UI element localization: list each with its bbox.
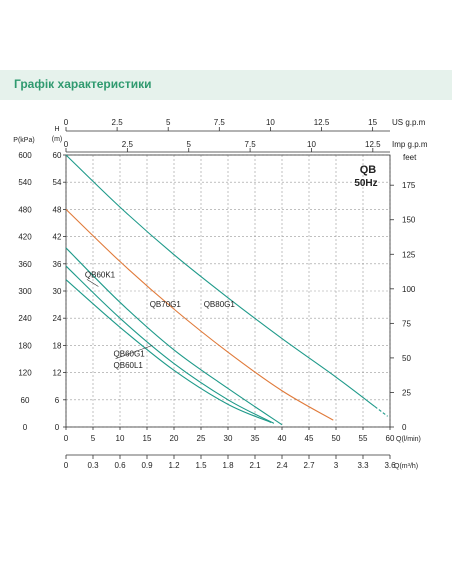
axis-label-pressure: P(kPa) bbox=[13, 137, 34, 144]
tick-label-pressure: 420 bbox=[18, 233, 32, 242]
tick-label-pressure: 300 bbox=[18, 287, 32, 296]
tick-label-lmin: 20 bbox=[170, 434, 179, 443]
axis-label-head-top: H bbox=[54, 126, 59, 133]
tick-label-lmin: 5 bbox=[91, 434, 96, 443]
tick-label-m3h: 0.6 bbox=[114, 461, 126, 470]
tick-label-head: 0 bbox=[55, 423, 60, 432]
tick-label-m3h: 2.4 bbox=[276, 461, 288, 470]
tick-label-pressure: 60 bbox=[21, 396, 30, 405]
tick-label-us: 15 bbox=[368, 118, 377, 127]
chart-grid bbox=[65, 154, 391, 428]
tick-label-head: 48 bbox=[53, 205, 62, 214]
chart-ticks: 0612182430364248546006012018024030036042… bbox=[13, 118, 428, 470]
tick-label-imp: 10 bbox=[307, 140, 316, 149]
tick-label-feet: 0 bbox=[402, 423, 407, 432]
tick-label-us: 12.5 bbox=[314, 118, 330, 127]
axis-label-head-bottom: (m) bbox=[52, 136, 63, 143]
tick-label-imp: 7.5 bbox=[245, 140, 257, 149]
tick-label-feet: 75 bbox=[402, 319, 411, 328]
curve-qb60k1 bbox=[65, 247, 283, 426]
tick-label-lmin: 30 bbox=[224, 434, 233, 443]
tick-label-lmin: 60 bbox=[386, 434, 395, 443]
tick-label-feet: 175 bbox=[402, 181, 416, 190]
tick-label-feet: 25 bbox=[402, 388, 411, 397]
tick-label-pressure: 180 bbox=[18, 341, 32, 350]
curve-label-qb80g1: QB80G1 bbox=[204, 300, 236, 309]
tick-label-lmin: 10 bbox=[116, 434, 125, 443]
curve-qb70g1 bbox=[65, 209, 334, 421]
tick-label-m3h: 1.2 bbox=[168, 461, 180, 470]
axis-label-feet: feet bbox=[403, 153, 417, 162]
tick-label-m3h: 2.7 bbox=[303, 461, 315, 470]
chart-curves bbox=[65, 154, 388, 426]
tick-label-us: 2.5 bbox=[112, 118, 124, 127]
tick-label-us: 5 bbox=[166, 118, 171, 127]
tick-label-pressure: 360 bbox=[18, 260, 32, 269]
axis-label-m3h: Q(m³/h) bbox=[394, 463, 418, 470]
tick-label-head: 6 bbox=[55, 396, 60, 405]
tick-label-pressure: 0 bbox=[23, 423, 28, 432]
tick-label-head: 60 bbox=[53, 151, 62, 160]
tick-label-head: 24 bbox=[53, 314, 62, 323]
curve-label-qb60k1: QB60K1 bbox=[85, 270, 116, 279]
curve-label-qb70g1: QB70G1 bbox=[150, 300, 182, 309]
curve-label-qb60g1: QB60G1 bbox=[114, 350, 146, 359]
tick-label-imp: 2.5 bbox=[122, 140, 134, 149]
tick-label-m3h: 3 bbox=[334, 461, 339, 470]
axis-label-imp: Imp g.p.m bbox=[392, 140, 428, 149]
tick-label-m3h: 0.3 bbox=[87, 461, 99, 470]
leader-line bbox=[86, 279, 99, 287]
tick-label-head: 42 bbox=[53, 233, 62, 242]
header-band bbox=[0, 70, 452, 100]
chart-labels: QB 50Hz QB60K1 QB70G1 QB80G1 QB60G1 QB60L1 bbox=[85, 164, 378, 370]
tick-label-head: 36 bbox=[53, 260, 62, 269]
tick-label-m3h: 0.9 bbox=[141, 461, 153, 470]
tick-label-pressure: 120 bbox=[18, 369, 32, 378]
tick-label-pressure: 240 bbox=[18, 314, 32, 323]
tick-label-lmin: 0 bbox=[64, 434, 69, 443]
tick-label-imp: 0 bbox=[64, 140, 69, 149]
tick-label-feet: 150 bbox=[402, 216, 416, 225]
tick-label-lmin: 25 bbox=[197, 434, 206, 443]
tick-label-pressure: 480 bbox=[18, 205, 32, 214]
curve-qb60g1 bbox=[65, 265, 275, 424]
tick-label-feet: 125 bbox=[402, 250, 416, 259]
tick-label-m3h: 1.8 bbox=[222, 461, 234, 470]
tick-label-lmin: 35 bbox=[251, 434, 260, 443]
tick-label-us: 0 bbox=[64, 118, 69, 127]
leader-line bbox=[115, 345, 153, 360]
tick-label-head: 12 bbox=[53, 369, 62, 378]
tick-label-lmin: 50 bbox=[332, 434, 341, 443]
tick-label-lmin: 45 bbox=[305, 434, 314, 443]
tick-label-lmin: 40 bbox=[278, 434, 287, 443]
chart-subtitle: 50Hz bbox=[354, 178, 377, 189]
tick-label-m3h: 3.6 bbox=[384, 461, 396, 470]
tick-label-feet: 100 bbox=[402, 285, 416, 294]
tick-label-m3h: 1.5 bbox=[195, 461, 207, 470]
tick-label-m3h: 0 bbox=[64, 461, 69, 470]
axis-label-us: US g.p.m bbox=[392, 118, 426, 127]
tick-label-lmin: 15 bbox=[143, 434, 152, 443]
tick-label-m3h: 2.1 bbox=[249, 461, 261, 470]
tick-label-pressure: 600 bbox=[18, 151, 32, 160]
curve-qb80g1 bbox=[65, 154, 376, 408]
curve-label-qb60l1: QB60L1 bbox=[114, 361, 144, 370]
curve-qb60l1 bbox=[65, 279, 272, 423]
tick-label-m3h: 3.3 bbox=[357, 461, 369, 470]
tick-label-lmin: 55 bbox=[359, 434, 368, 443]
tick-label-imp: 5 bbox=[187, 140, 192, 149]
curve-tail-qb80g1 bbox=[374, 406, 388, 417]
tick-label-feet: 50 bbox=[402, 354, 411, 363]
tick-label-us: 7.5 bbox=[214, 118, 226, 127]
tick-label-imp: 12.5 bbox=[365, 140, 381, 149]
chart-title: QB bbox=[360, 164, 377, 176]
page-title: Графік характеристики bbox=[14, 77, 152, 91]
tick-label-head: 54 bbox=[53, 178, 62, 187]
tick-label-head: 18 bbox=[53, 341, 62, 350]
tick-label-us: 10 bbox=[266, 118, 275, 127]
tick-label-head: 30 bbox=[53, 287, 62, 296]
axis-label-lmin: Q(l/min) bbox=[396, 436, 421, 443]
tick-label-pressure: 540 bbox=[18, 178, 32, 187]
